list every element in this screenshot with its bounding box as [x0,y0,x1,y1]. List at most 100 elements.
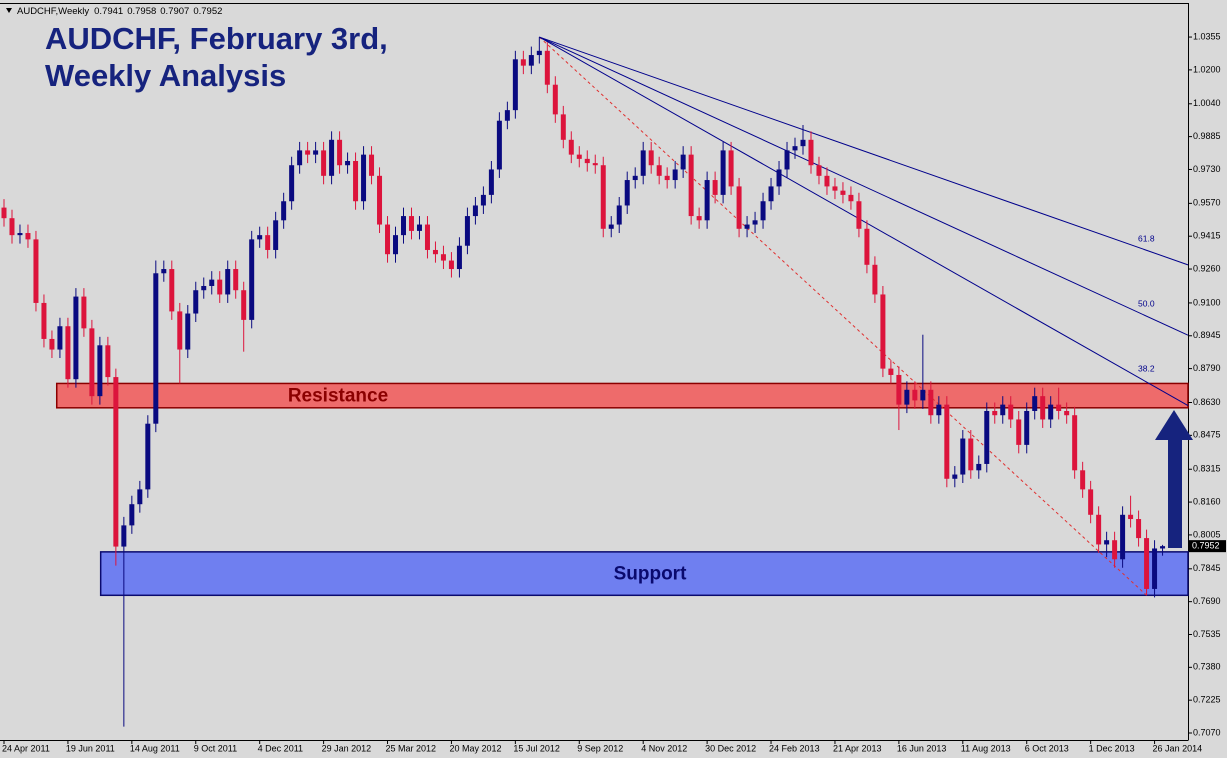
candle-body [680,154,686,170]
candle-body [440,254,446,261]
menu-icon [6,8,12,13]
x-tick-label: 9 Sep 2012 [577,743,623,753]
x-tick-label: 11 Aug 2013 [961,743,1011,753]
candle-body [904,389,910,405]
fan-level-label: 38.2 [1138,363,1155,373]
candle-body [329,139,335,176]
candle-body [145,423,151,490]
candle-body [17,233,23,236]
candle-body [456,245,462,270]
y-tick-label: 0.8630 [1193,397,1221,407]
x-tick-label: 21 Apr 2013 [833,743,882,753]
zone-label: Support [614,564,687,585]
candle-body [281,201,287,221]
candle-body [584,158,590,164]
candle-body [728,150,734,187]
candle-body [297,150,303,166]
candle-body [161,269,167,274]
candle-body [600,165,606,229]
candle-body [672,169,678,181]
candle-body [624,180,630,206]
x-tick-label: 20 May 2012 [449,743,501,753]
candle-body [169,269,175,312]
candle-body [552,84,558,115]
x-tick-label: 9 Oct 2011 [194,743,237,753]
candle-body [824,175,830,187]
candle-body [81,296,87,329]
candle-body [1,207,7,219]
price-tag-label: 0.7952 [1192,541,1220,551]
candle-body [1120,514,1126,560]
y-tick-label: 0.9100 [1193,297,1221,307]
candle-body [1048,404,1054,420]
candle-body [840,190,846,195]
x-tick-label: 4 Nov 2012 [641,743,687,753]
candle-body [816,165,822,176]
x-tick-label: 6 Oct 2013 [1025,743,1069,753]
candle-body [800,139,806,147]
candle-body [49,338,55,350]
candle-body [888,368,894,375]
candle-body [512,59,518,111]
x-tick-label: 25 Mar 2012 [386,743,437,753]
y-tick-label: 0.8160 [1193,496,1221,506]
candle-body [632,175,638,181]
candle-body [880,294,886,369]
candle-body [832,186,838,191]
candle-body [1080,470,1086,490]
price-tag [1189,540,1226,553]
candle-body [289,165,295,202]
candle-body [536,50,542,56]
y-tick-label: 0.9730 [1193,164,1221,174]
candle-body [768,186,774,202]
fan-level-label: 61.8 [1138,234,1155,244]
candle-body [201,285,207,291]
candle-body [856,201,862,229]
zone-label: Resistance [288,386,388,407]
candle-body [408,216,414,231]
candle-body [568,139,574,155]
candle-body [377,175,383,225]
candle-body [520,59,526,66]
y-tick-label: 1.0040 [1193,98,1221,108]
candle-body [1064,410,1070,416]
fan-line [539,36,1189,407]
candle-body [249,239,255,320]
candle-body [33,239,39,303]
candle-body [752,220,758,225]
candle-body [65,326,71,380]
candle-body [944,404,950,479]
candle-body [193,290,199,314]
candle-body [424,224,430,250]
zone [99,551,1189,597]
candle-body [992,410,998,416]
candle-body [9,218,15,236]
y-tick-label: 0.7225 [1193,695,1221,705]
candle-body [760,201,766,221]
candle-body [648,150,654,166]
candle-body [1072,415,1078,471]
y-tick-label: 0.9415 [1193,231,1221,241]
candle-body [353,160,359,202]
candle-body [608,224,614,229]
y-tick-label: 0.8005 [1193,529,1221,539]
candle-body [952,474,958,479]
fan-line [539,36,1189,266]
zone [55,382,1189,409]
candle-body [121,525,127,547]
up-arrow [1155,410,1193,548]
y-tick-label: 0.9260 [1193,263,1221,273]
candle-body [504,110,510,121]
candle-body [912,389,918,401]
candle-body [976,463,982,471]
x-tick-label: 1 Dec 2013 [1089,743,1135,753]
candle-body [1032,396,1038,411]
y-tick-label: 0.9885 [1193,131,1221,141]
candle-body [225,269,231,295]
candle-body [1160,546,1166,549]
candle-body [808,139,814,166]
candle-body [1088,489,1094,515]
candle-body [960,438,966,475]
y-tick-label: 1.0200 [1193,64,1221,74]
